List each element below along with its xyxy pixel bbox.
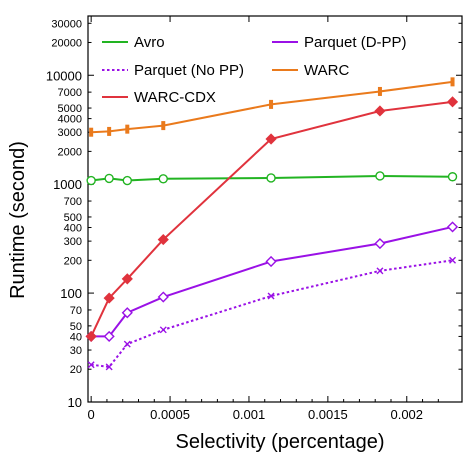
- y-tick-label: 4000: [58, 114, 82, 126]
- data-point: [121, 307, 133, 319]
- data-point: [158, 174, 168, 184]
- y-axis-title: Runtime (second): [7, 141, 29, 299]
- y-tick-label: 100: [60, 286, 82, 301]
- data-point: [375, 171, 385, 181]
- series-warc-cdx: [85, 96, 459, 343]
- y-tick-label: 7000: [58, 87, 82, 99]
- y-tick-label: 400: [64, 223, 82, 235]
- legend: Avro Parquet (D-PP) Parquet (No PP) WARC WAR…: [102, 34, 407, 106]
- series-avro: [86, 171, 458, 186]
- data-point: [121, 273, 133, 285]
- legend-entry: Parquet (D-PP): [272, 34, 407, 51]
- y-tick-label: 3000: [58, 127, 82, 139]
- data-point: [450, 77, 455, 87]
- legend-entry: Parquet (No PP): [102, 62, 244, 79]
- x-tick-label: 0.0005: [150, 407, 190, 422]
- data-point: [85, 330, 97, 343]
- data-point: [446, 221, 459, 233]
- legend-entry: WARC-CDX: [102, 89, 216, 106]
- legend-label: Parquet (No PP): [134, 62, 244, 79]
- legend-label: WARC-CDX: [134, 89, 216, 106]
- y-tick-label: 40: [70, 331, 82, 343]
- data-point: [104, 173, 114, 184]
- data-point: [374, 237, 386, 250]
- x-tick-label: 0.0015: [308, 407, 348, 422]
- x-axis-title: Selectivity (percentage): [176, 431, 385, 453]
- y-tick-label: 50: [70, 321, 82, 333]
- data-point: [265, 133, 277, 145]
- legend-label: Avro: [134, 34, 165, 51]
- series-parquet-d-pp: [85, 221, 459, 343]
- y-tick-label: 700: [64, 196, 82, 208]
- x-tick-label: 0.001: [233, 407, 266, 422]
- legend-entry: Avro: [102, 34, 165, 51]
- y-tick-label: 10000: [46, 68, 82, 83]
- x-axis: 0 0.0005 0.001 0.0015 0.002: [88, 16, 439, 422]
- y-tick-label: 2000: [58, 146, 82, 158]
- x-tick-label: 0.002: [390, 407, 423, 422]
- data-point: [449, 256, 457, 264]
- data-point: [122, 175, 132, 186]
- y-tick-label: 10: [68, 395, 82, 410]
- data-point: [159, 326, 167, 334]
- series-parquet-no-pp: [87, 256, 457, 371]
- data-point: [87, 361, 95, 369]
- data-point: [89, 127, 94, 137]
- y-tick-label: 30000: [51, 18, 82, 30]
- y-tick-label: 20000: [51, 37, 82, 49]
- y-tick-label: 5000: [58, 103, 82, 115]
- y-tick-label: 70: [70, 305, 82, 317]
- data-point: [376, 267, 384, 275]
- series-line: [91, 225, 453, 338]
- data-point: [267, 292, 275, 300]
- data-point: [377, 86, 382, 96]
- series-line: [91, 259, 453, 368]
- data-point: [446, 96, 459, 108]
- data-point: [107, 126, 112, 136]
- legend-label: Parquet (D-PP): [304, 34, 407, 51]
- y-tick-label: 500: [64, 212, 82, 224]
- legend-entry: WARC: [272, 62, 349, 79]
- y-tick-label: 30: [70, 345, 82, 357]
- data-point: [266, 173, 276, 183]
- plot-frame: [87, 15, 463, 403]
- data-point: [157, 291, 169, 303]
- data-point: [374, 105, 386, 117]
- data-point: [103, 330, 115, 343]
- data-point: [157, 233, 169, 246]
- series-warc: [89, 77, 455, 137]
- y-tick-label: 200: [64, 255, 82, 267]
- data-point: [269, 99, 274, 109]
- x-tick-label: 0: [88, 407, 95, 422]
- data-point: [105, 363, 113, 371]
- data-point: [123, 340, 131, 348]
- series-layer: [85, 77, 459, 371]
- y-tick-label: 20: [70, 364, 82, 376]
- legend-label: WARC: [304, 62, 349, 79]
- y-tick-label: 1000: [53, 177, 82, 192]
- data-point: [86, 175, 96, 186]
- data-point: [125, 124, 130, 134]
- data-point: [265, 255, 277, 268]
- data-point: [161, 121, 166, 131]
- y-tick-label: 300: [64, 236, 82, 248]
- data-point: [103, 292, 115, 304]
- data-point: [447, 172, 458, 182]
